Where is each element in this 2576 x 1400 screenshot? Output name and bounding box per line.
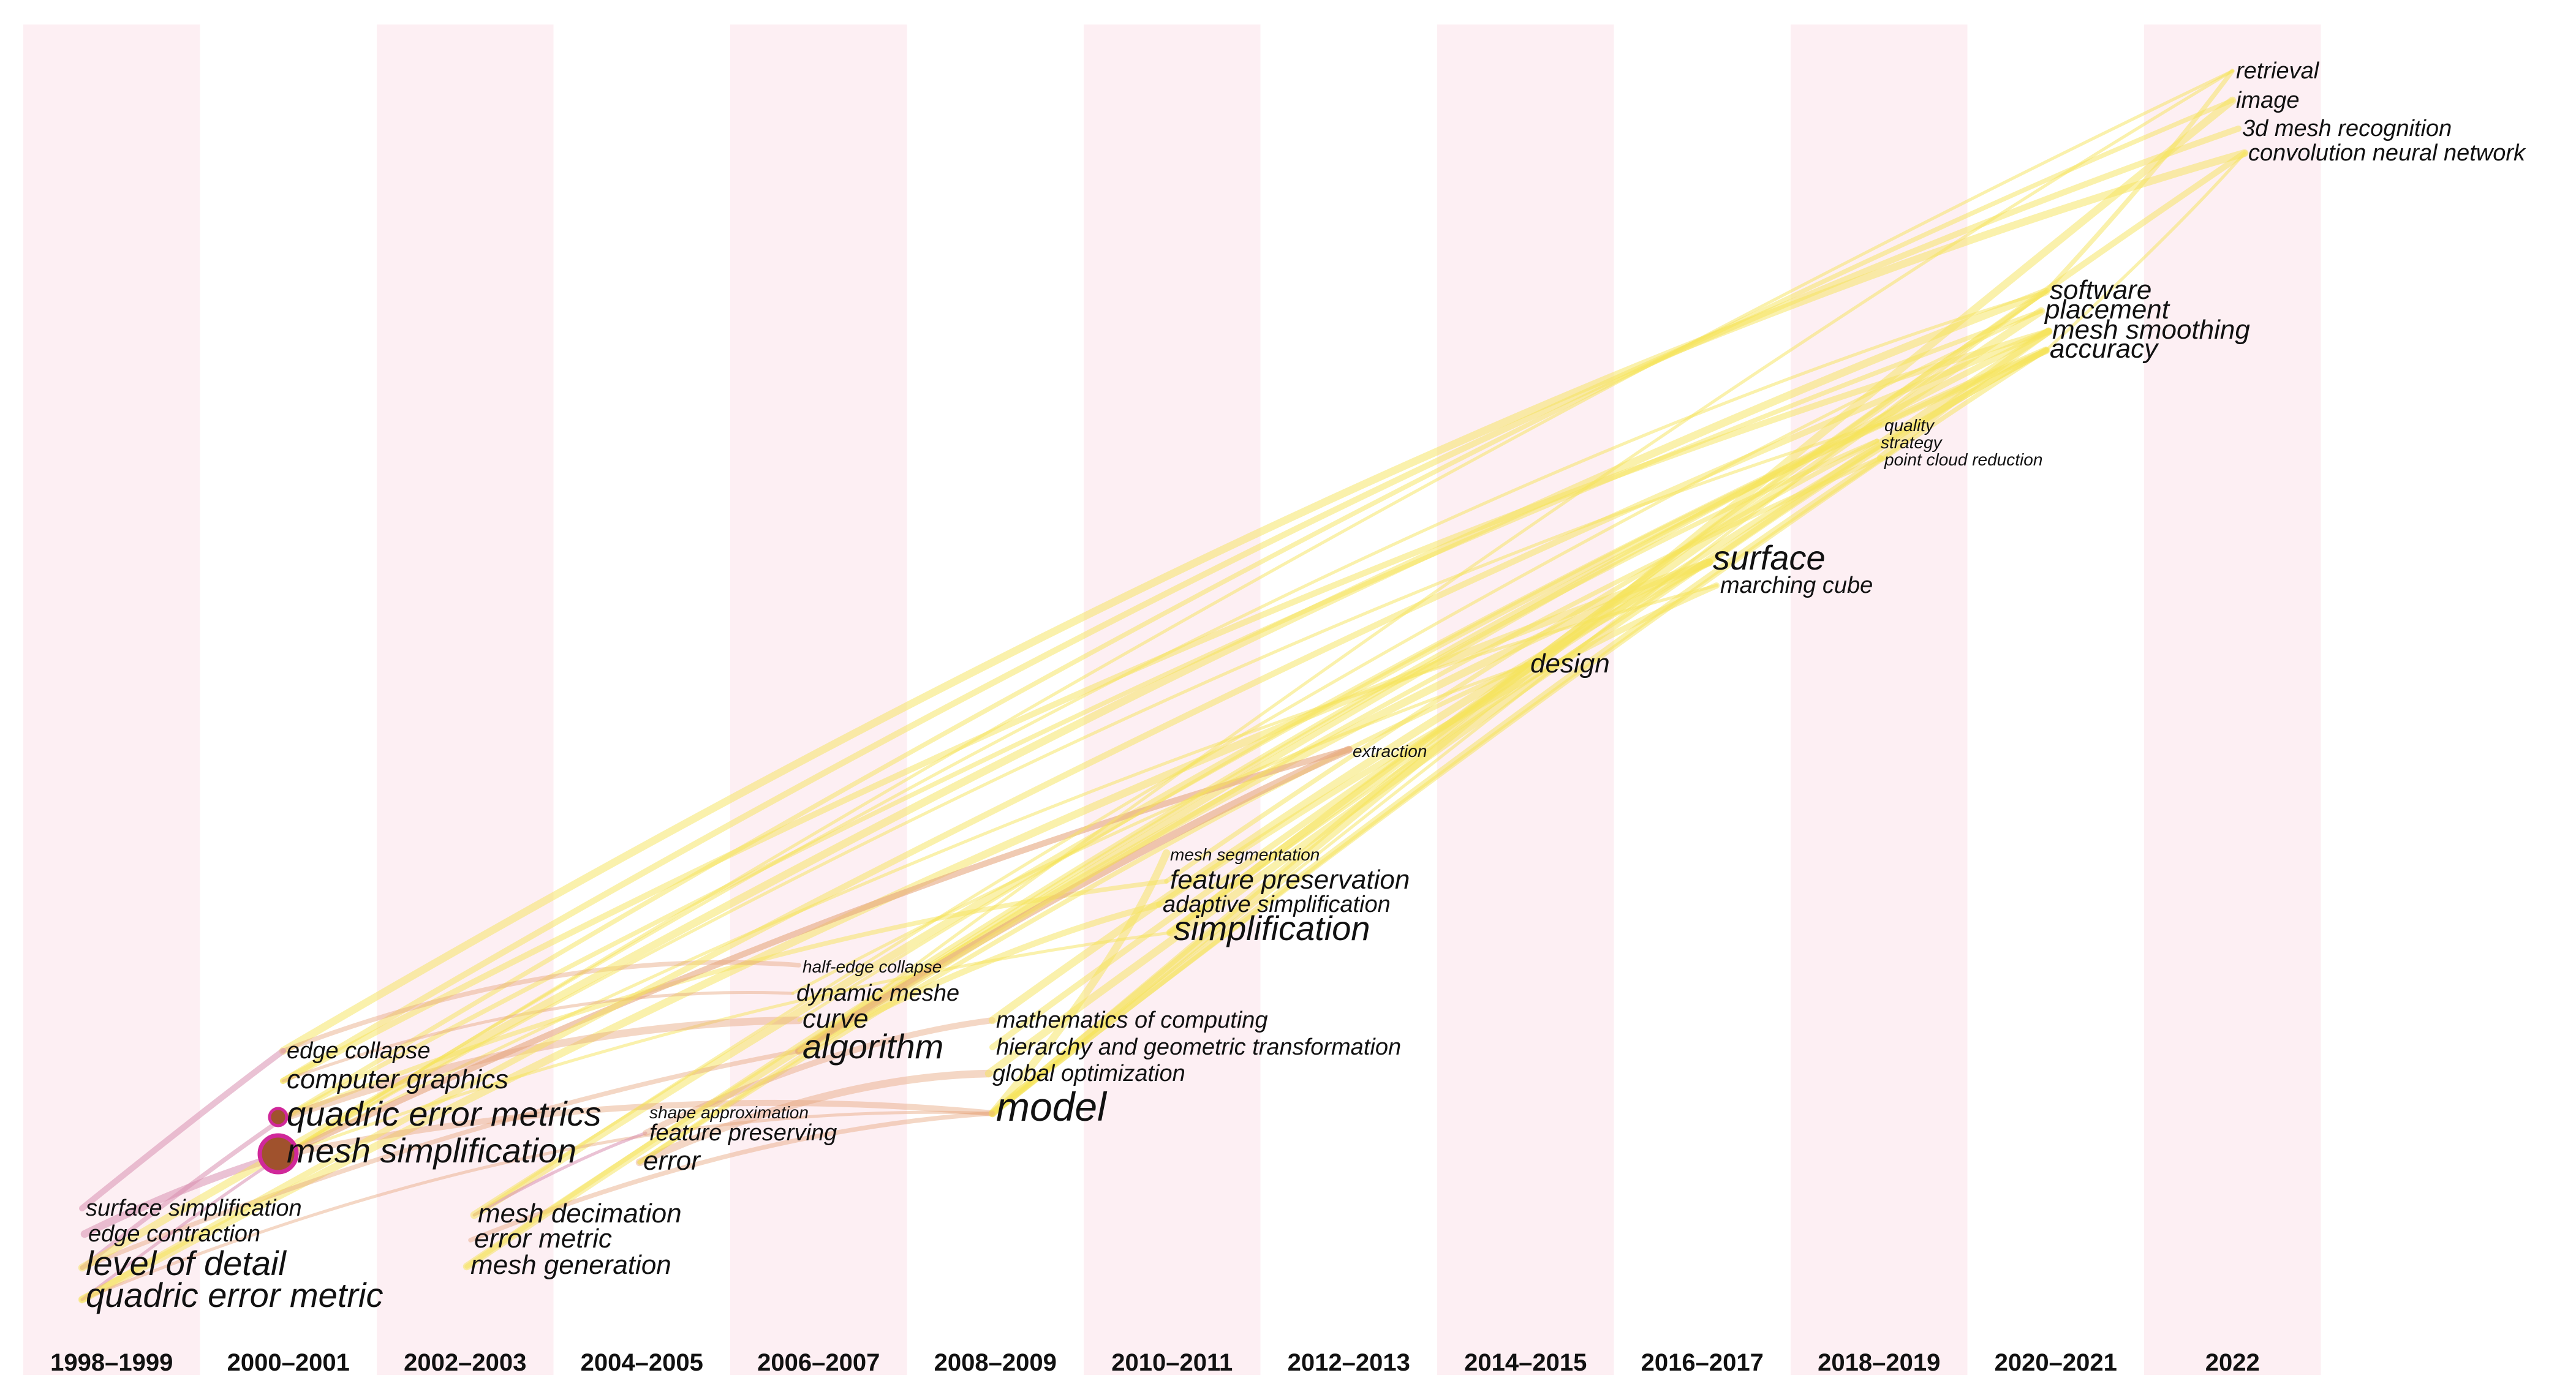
year-label-2004-2005: 2004–2005 <box>581 1349 703 1376</box>
keyword-accuracy: accuracy <box>2050 334 2159 364</box>
keyword-mesh-decimation: mesh decimation <box>478 1199 682 1229</box>
keyword-edge-contraction: edge contraction <box>88 1221 260 1247</box>
link-mesh-generation-to-accuracy <box>464 348 2049 1269</box>
year-band-2002-2003 <box>377 24 554 1375</box>
keyword-mesh-segmentation: mesh segmentation <box>1170 845 1320 864</box>
keyword-error-metric: error metric <box>474 1224 612 1254</box>
keyword-image: image <box>2236 88 2300 113</box>
keyword-convolution-neural-network: convolution neural network <box>2248 140 2526 166</box>
link-quadric-error-metric-to-surface <box>78 558 1713 1304</box>
link-curve-to-quality <box>797 422 1883 1022</box>
co-occurrence-links <box>78 69 2249 1304</box>
year-axis: 1998–1999 2000–2001 2002–2003 2004–2005 2006… <box>50 1349 2260 1376</box>
keyword-curve: curve <box>803 1004 869 1034</box>
link-mesh-simplification-to-retrieval <box>281 69 2234 1157</box>
keyword-global-optimization: global optimization <box>992 1061 1185 1086</box>
link-quadric-error-metrics-to-placement <box>281 309 2044 1121</box>
link-mesh-decimation-to-feature-preserving <box>472 1131 648 1217</box>
keyword-algorithm: algorithm <box>803 1027 943 1066</box>
year-label-2014-2015: 2014–2015 <box>1464 1349 1587 1376</box>
keyword-dynamic-meshe: dynamic meshe <box>796 980 959 1006</box>
link-mesh-decimation-to-placement <box>472 309 2043 1217</box>
keyword-placement: placement <box>2044 295 2170 325</box>
keyword-3d-mesh-recognition: 3d mesh recognition <box>2242 116 2452 141</box>
node-quadric-error-metrics <box>268 1107 289 1127</box>
year-label-2000-2001: 2000–2001 <box>227 1349 350 1376</box>
year-label-2002-2003: 2002–2003 <box>404 1349 526 1376</box>
link-dynamic-meshe-to-design <box>791 663 1528 995</box>
keyword-extraction: extraction <box>1353 742 1427 761</box>
keyword-point-cloud-reduction: point cloud reduction <box>1884 450 2042 469</box>
keyword-quadric-error-metric: quadric error metric <box>86 1276 383 1314</box>
keyword-design: design <box>1530 649 1610 679</box>
keyword-adaptive-simplification: adaptive simplification <box>1163 892 1391 917</box>
keyword-software: software <box>2050 275 2151 305</box>
keyword-mesh-generation: mesh generation <box>470 1250 671 1280</box>
link-quadric-error-metric-to-mesh-simplification <box>80 1153 285 1301</box>
keyword-strategy: strategy <box>1881 433 1943 452</box>
keyword-half-edge-collapse: half-edge collapse <box>803 957 942 976</box>
link-quadric-error-metric-to-model <box>80 1110 994 1301</box>
keyword-mesh-simplification: mesh simplification <box>287 1131 576 1170</box>
year-label-2008-2009: 2008–2009 <box>934 1349 1057 1376</box>
keyword-computer-graphics: computer graphics <box>287 1064 508 1094</box>
keyword-level-of-detail: level of detail <box>86 1244 287 1282</box>
link-software-to-retrieval <box>2044 69 2235 294</box>
link-model-to-point-cloud-reduction <box>989 455 1884 1116</box>
link-surface-simplification-to-edge-collapse <box>79 1048 286 1211</box>
year-label-2006-2007: 2006–2007 <box>757 1349 880 1376</box>
link-mesh-simplification-to-software <box>281 290 2048 1157</box>
year-label-2018-2019: 2018–2019 <box>1818 1349 1940 1376</box>
link-quadric-error-metric-to-mesh-smoothing <box>79 328 2052 1303</box>
link-algorithm-to-extraction <box>795 745 1353 1055</box>
keyword-error: error <box>643 1146 701 1176</box>
keyword-model: model <box>996 1084 1108 1129</box>
link-feature-preservation-to-strategy <box>1164 438 1879 884</box>
year-band-2022 <box>2144 24 2321 1375</box>
keyword-simplification: simplification <box>1174 909 1370 947</box>
link-simplification-to-convolution-neural-network <box>1167 150 2248 936</box>
node-mesh-simplification <box>257 1133 299 1175</box>
link-computer-graphics-to-dynamic-meshe <box>281 991 795 1083</box>
link-level-of-detail-to-algorithm <box>80 1048 801 1270</box>
year-band-2006-2007 <box>730 24 907 1375</box>
keyword-feature-preservation: feature preservation <box>1170 865 1410 895</box>
link-mesh-simplification-to-marching-cube <box>281 584 1718 1157</box>
keyword-surface-simplification: surface simplification <box>86 1195 302 1221</box>
keyword-feature-preserving: feature preserving <box>649 1120 837 1146</box>
link-level-of-detail-to-software <box>78 287 2050 1272</box>
keyword-nodes <box>257 1107 299 1175</box>
link-mathematics-of-computing-to-surface <box>988 558 1713 1025</box>
link-accuracy-to-convolution-neural-network <box>2044 151 2246 352</box>
keyword-quadric-error-metrics: quadric error metrics <box>287 1094 601 1133</box>
keyword-marching-cube: marching cube <box>1720 573 1873 598</box>
year-label-1998-1999: 1998–1999 <box>50 1349 173 1376</box>
year-band-1998-1999 <box>23 24 200 1375</box>
link-error-to-global-optimization <box>635 1069 993 1167</box>
year-label-2022: 2022 <box>2205 1349 2260 1376</box>
year-label-2010-2011: 2010–2011 <box>1111 1349 1233 1376</box>
keyword-retrieval: retrieval <box>2236 58 2320 84</box>
keyword-surface: surface <box>1713 538 1826 577</box>
link-computer-graphics-to-3d-mesh-recognition <box>280 126 2242 1084</box>
keyword-shape-approximation: shape approximation <box>649 1103 809 1122</box>
link-edge-collapse-to-convolution-neural-network <box>279 149 2249 1055</box>
year-label-2012-2013: 2012–2013 <box>1288 1349 1410 1376</box>
year-label-2020-2021: 2020–2021 <box>1995 1349 2117 1376</box>
link-quadric-error-metrics-to-feature-preservation <box>281 879 1169 1121</box>
keyword-quality: quality <box>1884 416 1935 435</box>
keyword-mathematics-of-computing: mathematics of computing <box>996 1007 1268 1033</box>
link-model-to-mesh-segmentation <box>988 849 1171 1118</box>
link-computer-graphics-to-mesh-smoothing <box>280 328 2052 1084</box>
link-quadric-error-metrics-to-image <box>281 98 2235 1121</box>
keyword-mesh-smoothing: mesh smoothing <box>2052 315 2250 345</box>
year-label-2016-2017: 2016–2017 <box>1641 1349 1764 1376</box>
keyword-edge-collapse: edge collapse <box>287 1038 431 1064</box>
keyword-hierarchy-and-geometric-transformation: hierarchy and geometric transformation <box>996 1034 1401 1060</box>
